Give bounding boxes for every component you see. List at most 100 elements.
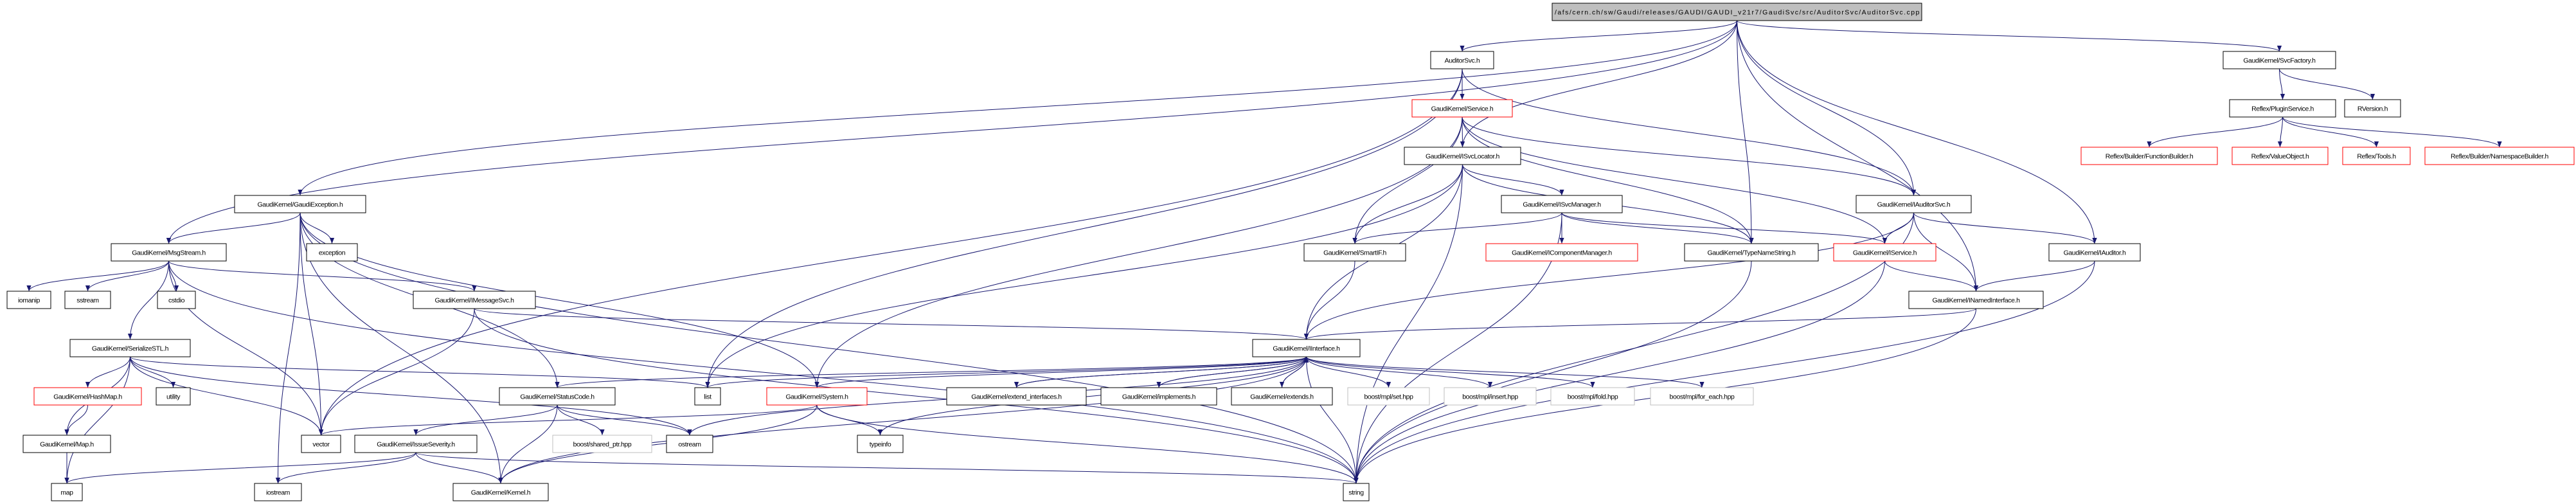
node-box — [111, 243, 227, 262]
node-utility[interactable]: utility — [156, 387, 191, 406]
node-mplforeach[interactable]: boost/mpl/for_each.hpp — [1650, 387, 1754, 406]
edge-root-to-isvclocator — [1460, 20, 1737, 148]
node-iservice[interactable]: GaudiKernel/IService.h — [1833, 243, 1936, 262]
node-label: typeinfo — [870, 441, 891, 449]
edge-auditorsvc-to-vector — [318, 68, 1463, 436]
node-service[interactable]: GaudiKernel/Service.h — [1411, 99, 1513, 118]
node-box — [6, 291, 51, 309]
node-box — [1485, 243, 1638, 262]
node-svcfactory[interactable]: GaudiKernel/SvcFactory.h — [2223, 51, 2336, 69]
node-box — [2229, 99, 2336, 118]
edge-msgstream-to-serializestl — [127, 260, 169, 340]
edge-msgstream-to-string — [168, 260, 1359, 484]
node-vector[interactable]: vector — [301, 435, 341, 453]
node-list[interactable]: list — [694, 387, 721, 406]
node-box — [499, 387, 616, 406]
node-sharedptr[interactable]: boost/shared_ptr.hpp — [552, 435, 652, 453]
node-box — [2048, 243, 2141, 262]
edge-msgstream-to-iomanip — [26, 260, 169, 292]
edge-isvcmanager-to-iservice — [1561, 212, 1887, 244]
node-msgstream[interactable]: GaudiKernel/MsgStream.h — [111, 243, 227, 262]
node-ostream[interactable]: ostream — [666, 435, 713, 453]
node-label: map — [60, 489, 73, 497]
node-system[interactable]: GaudiKernel/System.h — [766, 387, 868, 406]
edge-pluginservice-to-valueobject — [2277, 116, 2283, 148]
edge-statuscode-to-ostream — [557, 404, 692, 436]
node-inamedinterface[interactable]: GaudiKernel/INamedInterface.h — [1908, 291, 2044, 309]
node-label: Reflex/ValueObject.h — [2251, 153, 2309, 161]
node-box — [2342, 147, 2411, 165]
node-label: boost/mpl/set.hpp — [1364, 393, 1413, 401]
node-label: boost/shared_ptr.hpp — [573, 441, 632, 449]
node-gaudiexception[interactable]: GaudiKernel/GaudiException.h — [234, 195, 366, 213]
node-map[interactable]: map — [51, 483, 83, 501]
node-iauditorsvc[interactable]: GaudiKernel/IAuditorSvc.h — [1856, 195, 1972, 213]
node-icompmgr[interactable]: GaudiKernel/IComponentManager.h — [1485, 243, 1638, 262]
node-label: GaudiKernel/IssueSeverity.h — [377, 441, 455, 449]
node-isvclocator[interactable]: GaudiKernel/ISvcLocator.h — [1404, 147, 1521, 165]
edge-isvclocator-to-list — [705, 164, 1463, 388]
node-valueobject[interactable]: Reflex/ValueObject.h — [2232, 147, 2329, 165]
node-funcbuilder[interactable]: Reflex/Builder/FunctionBuilder.h — [2080, 147, 2218, 165]
node-kernel[interactable]: GaudiKernel/Kernel.h — [452, 483, 549, 501]
node-rversion[interactable]: RVersion.h — [2344, 99, 2401, 118]
node-iinterface[interactable]: GaudiKernel/IInterface.h — [1252, 339, 1361, 357]
edge-msgstream-to-imessagesvc — [168, 260, 477, 292]
edge-issueseverity-to-iostream — [275, 452, 416, 484]
node-mplfold[interactable]: boost/mpl/fold.hpp — [1550, 387, 1635, 406]
node-statuscode[interactable]: GaudiKernel/StatusCode.h — [499, 387, 616, 406]
node-pluginservice[interactable]: Reflex/PluginService.h — [2229, 99, 2336, 118]
node-label: GaudiKernel/SmartIF.h — [1323, 249, 1386, 257]
node-box — [156, 387, 191, 406]
node-box — [413, 291, 536, 309]
node-smartif[interactable]: GaudiKernel/SmartIF.h — [1303, 243, 1406, 262]
node-label: sstream — [76, 297, 99, 305]
edge-iinterface-to-string — [1306, 356, 1359, 484]
node-label: Reflex/Builder/NamespaceBuilder.h — [2451, 153, 2549, 161]
node-auditorsvc[interactable]: AuditorSvc.h — [1430, 51, 1494, 69]
edge-statuscode-to-issueseverity — [413, 404, 558, 436]
node-typeinfo[interactable]: typeinfo — [857, 435, 904, 453]
node-serializestl[interactable]: GaudiKernel/SerializeSTL.h — [69, 339, 191, 357]
node-isvcmanager[interactable]: GaudiKernel/ISvcManager.h — [1501, 195, 1623, 213]
node-exception[interactable]: exception — [306, 243, 358, 262]
node-nsbuilder[interactable]: Reflex/Builder/NamespaceBuilder.h — [2424, 147, 2575, 165]
node-box — [666, 435, 713, 453]
node-typenamestring[interactable]: GaudiKernel/TypeNameString.h — [1684, 243, 1819, 262]
edge-statuscode-to-sharedptr — [557, 404, 605, 436]
node-sstream[interactable]: sstream — [64, 291, 111, 309]
node-iostream[interactable]: iostream — [254, 483, 302, 501]
node-label: GaudiKernel/extend_interfaces.h — [971, 393, 1062, 401]
node-label: AuditorSvc.h — [1445, 57, 1480, 65]
node-maph[interactable]: GaudiKernel/Map.h — [22, 435, 111, 453]
node-label: GaudiKernel/HashMap.h — [53, 393, 122, 401]
node-string[interactable]: string — [1343, 483, 1370, 501]
node-label: GaudiKernel/Service.h — [1431, 105, 1494, 113]
node-extendif[interactable]: GaudiKernel/extend_interfaces.h — [946, 387, 1087, 406]
node-label: ostream — [678, 441, 701, 449]
node-box — [1833, 243, 1936, 262]
node-mplset[interactable]: boost/mpl/set.hpp — [1347, 387, 1430, 406]
node-extends[interactable]: GaudiKernel/extends.h — [1231, 387, 1333, 406]
node-box — [234, 195, 366, 213]
node-box — [64, 291, 111, 309]
node-mplinsert[interactable]: boost/mpl/insert.hpp — [1444, 387, 1537, 406]
node-box — [33, 387, 142, 406]
node-box — [1303, 243, 1406, 262]
node-tools[interactable]: Reflex/Tools.h — [2342, 147, 2411, 165]
node-imessagesvc[interactable]: GaudiKernel/IMessageSvc.h — [413, 291, 536, 309]
node-hashmap[interactable]: GaudiKernel/HashMap.h — [33, 387, 142, 406]
edge-imessagesvc-to-iinterface — [474, 308, 1309, 340]
edge-iauditorsvc-to-iinterface — [1303, 212, 1914, 340]
node-iauditor[interactable]: GaudiKernel/IAuditor.h — [2048, 243, 2141, 262]
node-label: GaudiKernel/extends.h — [1250, 393, 1314, 401]
node-cstdio[interactable]: cstdio — [157, 291, 196, 309]
node-iomanip[interactable]: iomanip — [6, 291, 51, 309]
edge-root-to-gaudiexception — [298, 20, 1737, 196]
node-label: boost/mpl/for_each.hpp — [1670, 393, 1735, 401]
edge-iinterface-to-mplinsert — [1306, 356, 1492, 388]
node-implements[interactable]: GaudiKernel/implements.h — [1100, 387, 1217, 406]
node-issueseverity[interactable]: GaudiKernel/IssueSeverity.h — [354, 435, 478, 453]
edge-iservice-to-string — [1354, 260, 1885, 484]
node-root[interactable]: /afs/cern.ch/sw/Gaudi/releases/GAUDI/GAU… — [1552, 3, 1922, 21]
